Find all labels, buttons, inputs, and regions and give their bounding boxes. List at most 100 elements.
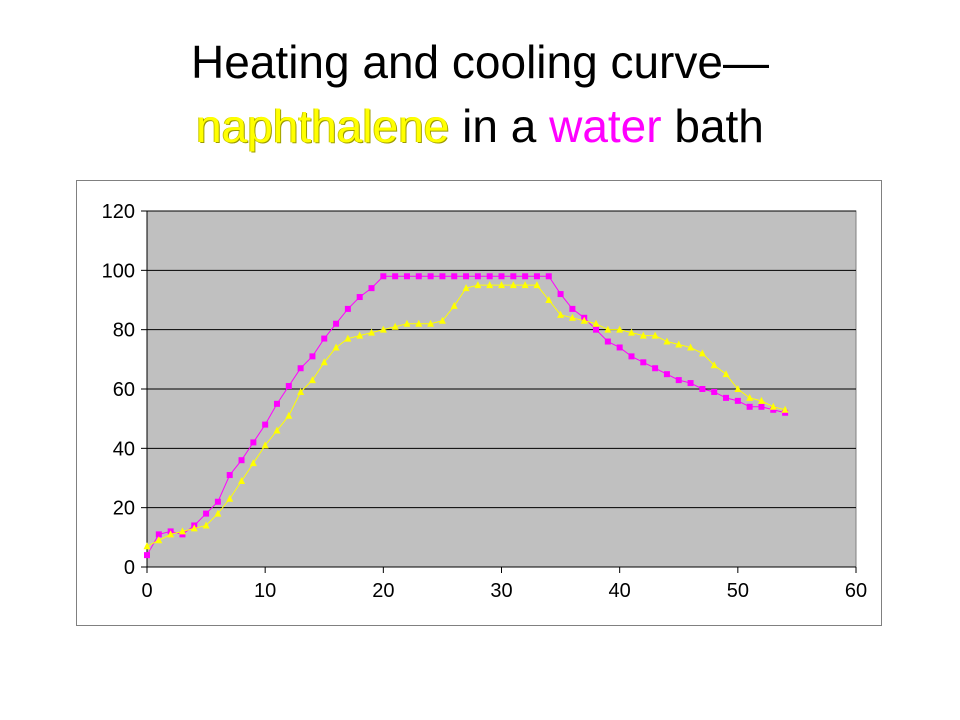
series-2-point xyxy=(261,441,269,449)
series-1-point xyxy=(734,397,741,404)
series-1-point xyxy=(533,273,540,280)
series-1-point xyxy=(569,305,576,312)
series-1-point xyxy=(557,291,564,298)
series-2-point xyxy=(592,319,600,327)
series-1-point xyxy=(451,273,458,280)
title-naphthalene: naphthalene xyxy=(196,100,450,152)
series-2-point xyxy=(769,402,777,410)
series-2-point xyxy=(746,393,754,401)
series-2-point xyxy=(238,476,246,484)
series-2-point xyxy=(604,325,612,333)
series-2-point xyxy=(781,405,789,413)
series-1-point xyxy=(214,498,221,505)
series-2-point xyxy=(521,281,529,289)
series-1-point xyxy=(593,326,600,333)
series-2-point xyxy=(226,494,234,502)
series-1-point xyxy=(723,394,730,401)
series-2-point xyxy=(474,281,482,289)
series-2-point xyxy=(627,328,635,336)
y-tick-label-100: 100 xyxy=(102,260,135,282)
series-1-point xyxy=(675,377,682,384)
series-2-point xyxy=(687,343,695,351)
series-2-point xyxy=(757,396,765,404)
series-group xyxy=(143,273,789,559)
series-2-point xyxy=(616,325,624,333)
series-2-point xyxy=(214,509,222,517)
series-2-point xyxy=(557,310,565,318)
series-1-point xyxy=(687,380,694,387)
series-1-point xyxy=(711,388,718,395)
series-2-point xyxy=(462,284,470,292)
series-1-point xyxy=(309,353,316,360)
series-2-point xyxy=(663,337,671,345)
series-1-point xyxy=(403,273,410,280)
series-2-point xyxy=(415,319,423,327)
series-1-point xyxy=(321,335,328,342)
series-2-point xyxy=(639,331,647,339)
series-1-point xyxy=(144,552,150,559)
series-2-point xyxy=(297,387,305,395)
series-1-point xyxy=(203,510,210,517)
y-tick-label-120: 120 xyxy=(102,201,135,223)
series-2-point xyxy=(498,281,505,289)
series-1-point xyxy=(758,403,765,410)
series-1-point xyxy=(333,320,340,327)
series-1-point xyxy=(746,403,753,410)
series-1-point xyxy=(226,472,233,479)
series-2-point xyxy=(734,385,742,392)
y-tick-label-60: 60 xyxy=(113,379,135,401)
series-1-point xyxy=(439,273,446,280)
series-1-point xyxy=(273,400,280,407)
series-2 xyxy=(143,281,789,550)
series-1-point xyxy=(522,273,529,280)
series-2-point xyxy=(249,459,257,467)
axes xyxy=(141,210,857,573)
series-1-point xyxy=(699,386,706,392)
series-2-point xyxy=(379,325,387,333)
series-2-point xyxy=(545,296,553,303)
series-1-point xyxy=(427,273,434,280)
series-2-point xyxy=(285,411,293,419)
series-1-point xyxy=(238,457,245,464)
series-1-point xyxy=(640,359,647,366)
series-2-point xyxy=(675,340,683,348)
series-2-point xyxy=(391,322,399,330)
series-2-point xyxy=(202,521,210,529)
series-2-point xyxy=(368,328,376,336)
y-tick-label-20: 20 xyxy=(113,498,135,520)
series-2-point xyxy=(450,301,458,309)
x-tick-label-40: 40 xyxy=(609,580,631,602)
title-bath: bath xyxy=(661,100,764,152)
y-tick-label-40: 40 xyxy=(113,438,135,460)
chart-title: Heating and cooling curve— naphthalene i… xyxy=(0,30,960,158)
y-tick-label-0: 0 xyxy=(124,557,135,579)
series-2-point xyxy=(710,361,718,369)
series-2-point xyxy=(568,313,576,321)
series-2-point xyxy=(356,331,364,339)
x-tick-label-30: 30 xyxy=(490,580,512,602)
series-2-point xyxy=(580,316,588,324)
series-2-point xyxy=(438,316,446,324)
x-tick-label-0: 0 xyxy=(141,580,152,602)
series-2-point xyxy=(167,530,175,538)
series-1-point xyxy=(250,439,257,446)
series-2-point xyxy=(722,370,730,378)
series-2-point xyxy=(651,331,659,339)
series-2-point xyxy=(155,536,163,544)
title-line-1: Heating and cooling curve— xyxy=(191,36,769,88)
y-tick-label-80: 80 xyxy=(113,320,135,342)
series-2-point xyxy=(698,349,706,357)
series-1-point xyxy=(262,421,269,428)
series-1-point xyxy=(368,285,375,292)
series-1-point xyxy=(474,273,481,280)
series-2-point xyxy=(308,376,316,384)
series-2-point xyxy=(273,426,281,434)
series-2-point xyxy=(178,527,186,535)
series-2-point xyxy=(143,542,151,550)
series-2-point xyxy=(403,319,411,327)
series-1-point xyxy=(498,273,505,280)
series-1-point xyxy=(545,273,552,280)
series-2-point xyxy=(427,319,435,327)
series-1-point xyxy=(297,365,304,372)
